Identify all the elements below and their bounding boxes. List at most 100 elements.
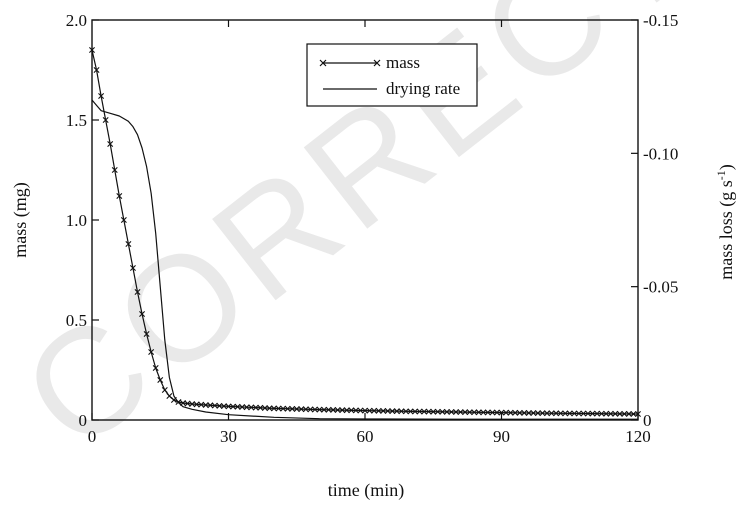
series-point-mass — [571, 410, 578, 417]
series-point-mass — [471, 409, 478, 416]
series-point-mass — [462, 409, 469, 416]
series-point-mass — [120, 217, 127, 223]
series-point-mass — [612, 410, 619, 417]
series-point-mass — [139, 311, 146, 317]
series-point-mass — [635, 411, 641, 417]
series-point-mass — [448, 408, 455, 415]
series-point-mass — [525, 409, 532, 416]
series-point-mass — [580, 410, 587, 417]
series-point-mass — [630, 410, 637, 417]
series-point-mass — [384, 408, 391, 414]
series-point-mass — [89, 47, 95, 53]
x-tick-label: 90 — [493, 427, 510, 446]
series-point-mass — [339, 407, 346, 414]
series-point-mass — [584, 410, 591, 417]
series-point-mass — [302, 406, 309, 413]
series-point-mass — [412, 408, 419, 415]
series-point-mass — [553, 410, 560, 417]
series-point-mass — [484, 409, 491, 416]
series-point-mass — [298, 406, 305, 413]
series-point-mass — [493, 409, 500, 416]
series-point-mass — [607, 410, 614, 417]
series-point-mass — [352, 407, 359, 414]
series-point-mass — [489, 409, 496, 416]
series-point-mass — [375, 407, 382, 414]
x-axis-ticks: 0 30 60 90 120 — [88, 20, 651, 446]
series-point-mass — [275, 405, 282, 412]
y-left-tick-label: 1.5 — [66, 111, 87, 130]
series-point-mass — [98, 93, 105, 99]
series-line-drying-rate — [91, 99, 638, 420]
y-right-tick-label: -0.05 — [643, 278, 678, 297]
series-point-mass — [252, 404, 259, 411]
series-point-mass — [266, 405, 273, 412]
x-tick-label: 0 — [88, 427, 97, 446]
y-left-tick-label: 2.0 — [66, 11, 87, 30]
series-point-mass — [380, 407, 387, 414]
series-point-mass — [321, 406, 328, 413]
series-point-mass — [421, 408, 428, 415]
series-point-mass — [107, 141, 114, 147]
series-point-mass — [93, 67, 100, 73]
series-point-mass — [330, 406, 337, 413]
series-point-mass — [439, 408, 446, 415]
y-right-axis-ticks: 0 -0.05 -0.10 -0.15 — [631, 11, 678, 430]
series-point-mass — [594, 410, 601, 417]
series-point-mass — [534, 410, 541, 417]
series-point-mass — [366, 407, 373, 414]
y-left-tick-label: 0.5 — [66, 311, 87, 330]
series-point-mass — [453, 409, 459, 415]
series-point-mass — [161, 387, 168, 393]
series-point-mass — [443, 408, 450, 415]
y-left-axis-title: mass (mg) — [10, 182, 31, 258]
series-point-mass — [598, 410, 605, 417]
series-point-mass — [389, 408, 396, 415]
series-point-mass — [521, 409, 528, 416]
legend-mass-label: mass — [386, 53, 420, 72]
series-layer — [89, 47, 641, 420]
y-right-axis-title: mass loss (g s-1) — [714, 164, 737, 280]
y-right-tick-label: 0 — [643, 411, 652, 430]
y-right-axis-title-superscript: -1 — [714, 170, 728, 180]
series-point-mass — [348, 407, 355, 414]
series-point-mass — [621, 410, 628, 417]
y-right-axis-title-close: ) — [716, 164, 737, 170]
series-point-mass — [503, 409, 510, 416]
legend-box — [306, 43, 478, 107]
x-axis-title: time (min) — [328, 480, 404, 501]
series-point-mass — [307, 406, 314, 413]
legend-mass-marker — [319, 59, 327, 67]
series-point-mass — [257, 404, 264, 411]
series-point-mass — [516, 409, 523, 416]
series-point-mass — [148, 349, 155, 355]
series-point-mass — [239, 404, 246, 410]
series-point-mass — [230, 403, 237, 410]
series-point-mass — [157, 377, 164, 383]
series-point-mass — [475, 409, 482, 416]
series-point-mass — [562, 410, 569, 417]
series-point-mass — [398, 408, 405, 415]
series-point-mass — [220, 403, 227, 410]
series-point-mass — [316, 406, 323, 413]
series-point-mass — [102, 117, 109, 123]
y-left-axis-ticks: 0 0.5 1.0 1.5 2.0 — [66, 11, 99, 430]
series-point-mass — [457, 409, 464, 416]
series-point-mass — [393, 408, 400, 415]
series-point-mass — [430, 408, 437, 415]
series-point-mass — [512, 409, 519, 416]
series-point-mass — [152, 365, 159, 371]
series-point-mass — [129, 265, 136, 271]
y-right-tick-label: -0.10 — [643, 144, 678, 163]
series-point-mass — [216, 402, 223, 409]
legend-mass-markers — [319, 59, 381, 67]
y-right-axis-title-main: mass loss (g s — [716, 180, 737, 280]
series-point-mass — [498, 409, 505, 416]
series-point-mass — [530, 410, 537, 417]
series-point-mass — [289, 405, 296, 412]
series-point-mass — [480, 409, 487, 416]
x-tick-label: 60 — [357, 427, 374, 446]
series-point-mass — [143, 331, 150, 337]
series-point-mass — [234, 403, 241, 410]
series-point-mass — [557, 410, 564, 417]
